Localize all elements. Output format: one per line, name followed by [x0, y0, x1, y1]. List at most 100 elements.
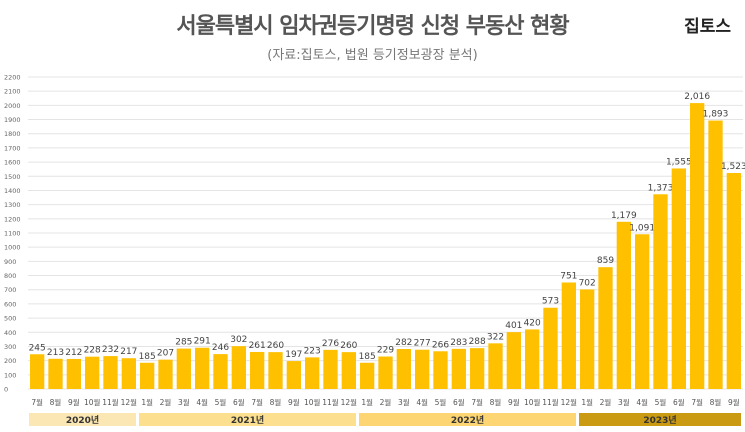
bar: [451, 348, 466, 389]
y-tick-label: 1900: [4, 116, 21, 124]
y-tick-label: 1000: [4, 244, 21, 252]
x-tick-label: 10월: [304, 397, 321, 407]
data-label: 229: [377, 346, 394, 356]
x-tick-label: 9월: [728, 397, 740, 407]
x-tick-label: 2월: [160, 397, 172, 407]
bar: [470, 348, 485, 389]
x-tick-label: 8월: [50, 397, 62, 407]
data-label: 276: [322, 339, 339, 349]
x-tick-label: 7월: [251, 397, 263, 407]
y-tick-label: 1500: [4, 173, 21, 181]
bar: [580, 289, 595, 389]
data-label: 401: [505, 321, 522, 331]
bar: [726, 173, 741, 389]
bar: [231, 346, 246, 389]
x-tick-label: 1월: [581, 397, 593, 407]
year-label: 2023년: [643, 414, 676, 426]
bar: [30, 354, 45, 389]
y-tick-label: 300: [4, 343, 16, 351]
x-tick-label: 9월: [508, 397, 520, 407]
bar: [268, 352, 283, 389]
data-label: 228: [84, 346, 101, 356]
bar: [635, 234, 650, 389]
bar: [121, 358, 136, 389]
data-label: 288: [469, 337, 486, 347]
x-tick-label: 6월: [453, 397, 465, 407]
data-label: 260: [340, 341, 357, 351]
x-tick-label: 3월: [618, 397, 630, 407]
data-label: 702: [579, 278, 596, 288]
chart-subtitle: (자료:집토스, 법원 등기정보광장 분석): [267, 48, 478, 63]
y-tick-label: 400: [4, 329, 16, 337]
x-tick-label: 9월: [288, 397, 300, 407]
bar: [158, 359, 173, 389]
data-label: 185: [359, 352, 376, 362]
y-tick-label: 100: [4, 371, 16, 379]
bar: [378, 356, 393, 389]
bar: [213, 354, 228, 389]
year-band: [359, 413, 576, 426]
data-label: 573: [542, 297, 559, 307]
x-tick-label: 5월: [655, 397, 667, 407]
y-tick-label: 900: [4, 258, 16, 266]
bar: [66, 358, 81, 389]
data-label: 420: [524, 318, 541, 328]
bar: [415, 349, 430, 389]
x-tick-label: 2월: [380, 397, 392, 407]
data-label: 285: [175, 338, 192, 348]
x-tick-label: 5월: [435, 397, 447, 407]
x-tick-label: 7월: [31, 397, 43, 407]
data-label: 1,523: [721, 162, 745, 172]
y-tick-label: 500: [4, 315, 16, 323]
data-label: 282: [395, 338, 412, 348]
x-tick-label: 6월: [233, 397, 245, 407]
x-tick-label: 10월: [84, 397, 101, 407]
data-label: 859: [597, 256, 614, 266]
year-band: [579, 413, 741, 426]
x-tick-label: 12월: [341, 397, 358, 407]
bar: [305, 357, 320, 389]
data-label: 246: [212, 343, 229, 353]
x-tick-label: 8월: [710, 397, 722, 407]
x-tick-label: 7월: [471, 397, 483, 407]
data-label: 245: [29, 343, 46, 353]
x-tick-label: 11월: [322, 397, 339, 407]
x-tick-label: 6월: [673, 397, 685, 407]
bar: [506, 332, 521, 389]
data-label: 1,555: [666, 157, 692, 167]
x-tick-label: 2월: [600, 397, 612, 407]
data-label: 277: [414, 339, 431, 349]
year-label: 2021년: [231, 414, 264, 426]
bar: [708, 120, 723, 390]
y-tick-label: 1200: [4, 215, 21, 223]
y-tick-label: 2200: [4, 74, 21, 82]
data-label: 197: [285, 350, 302, 360]
x-tick-label: 3월: [398, 397, 410, 407]
data-label: 1,373: [648, 183, 674, 193]
x-tick-label: 12월: [121, 397, 138, 407]
data-label: 260: [267, 341, 284, 351]
x-tick-label: 9월: [68, 397, 80, 407]
y-tick-label: 1600: [4, 159, 21, 167]
x-tick-label: 4월: [416, 397, 428, 407]
x-tick-label: 4월: [196, 397, 208, 407]
year-band: [29, 413, 136, 426]
y-tick-label: 700: [4, 286, 16, 294]
data-label: 213: [47, 348, 64, 358]
year-band: [139, 413, 356, 426]
bar: [360, 362, 375, 389]
data-label: 751: [560, 271, 577, 281]
x-tick-label: 1월: [141, 397, 153, 407]
bar: [48, 358, 63, 389]
x-tick-label: 3월: [178, 397, 190, 407]
data-label: 212: [65, 348, 82, 358]
data-label: 261: [249, 341, 266, 351]
data-label: 1,179: [611, 211, 637, 221]
x-tick-label: 12월: [561, 397, 578, 407]
data-label: 302: [230, 335, 247, 345]
data-label: 217: [120, 347, 137, 357]
bar: [598, 267, 613, 389]
bar: [561, 282, 576, 389]
